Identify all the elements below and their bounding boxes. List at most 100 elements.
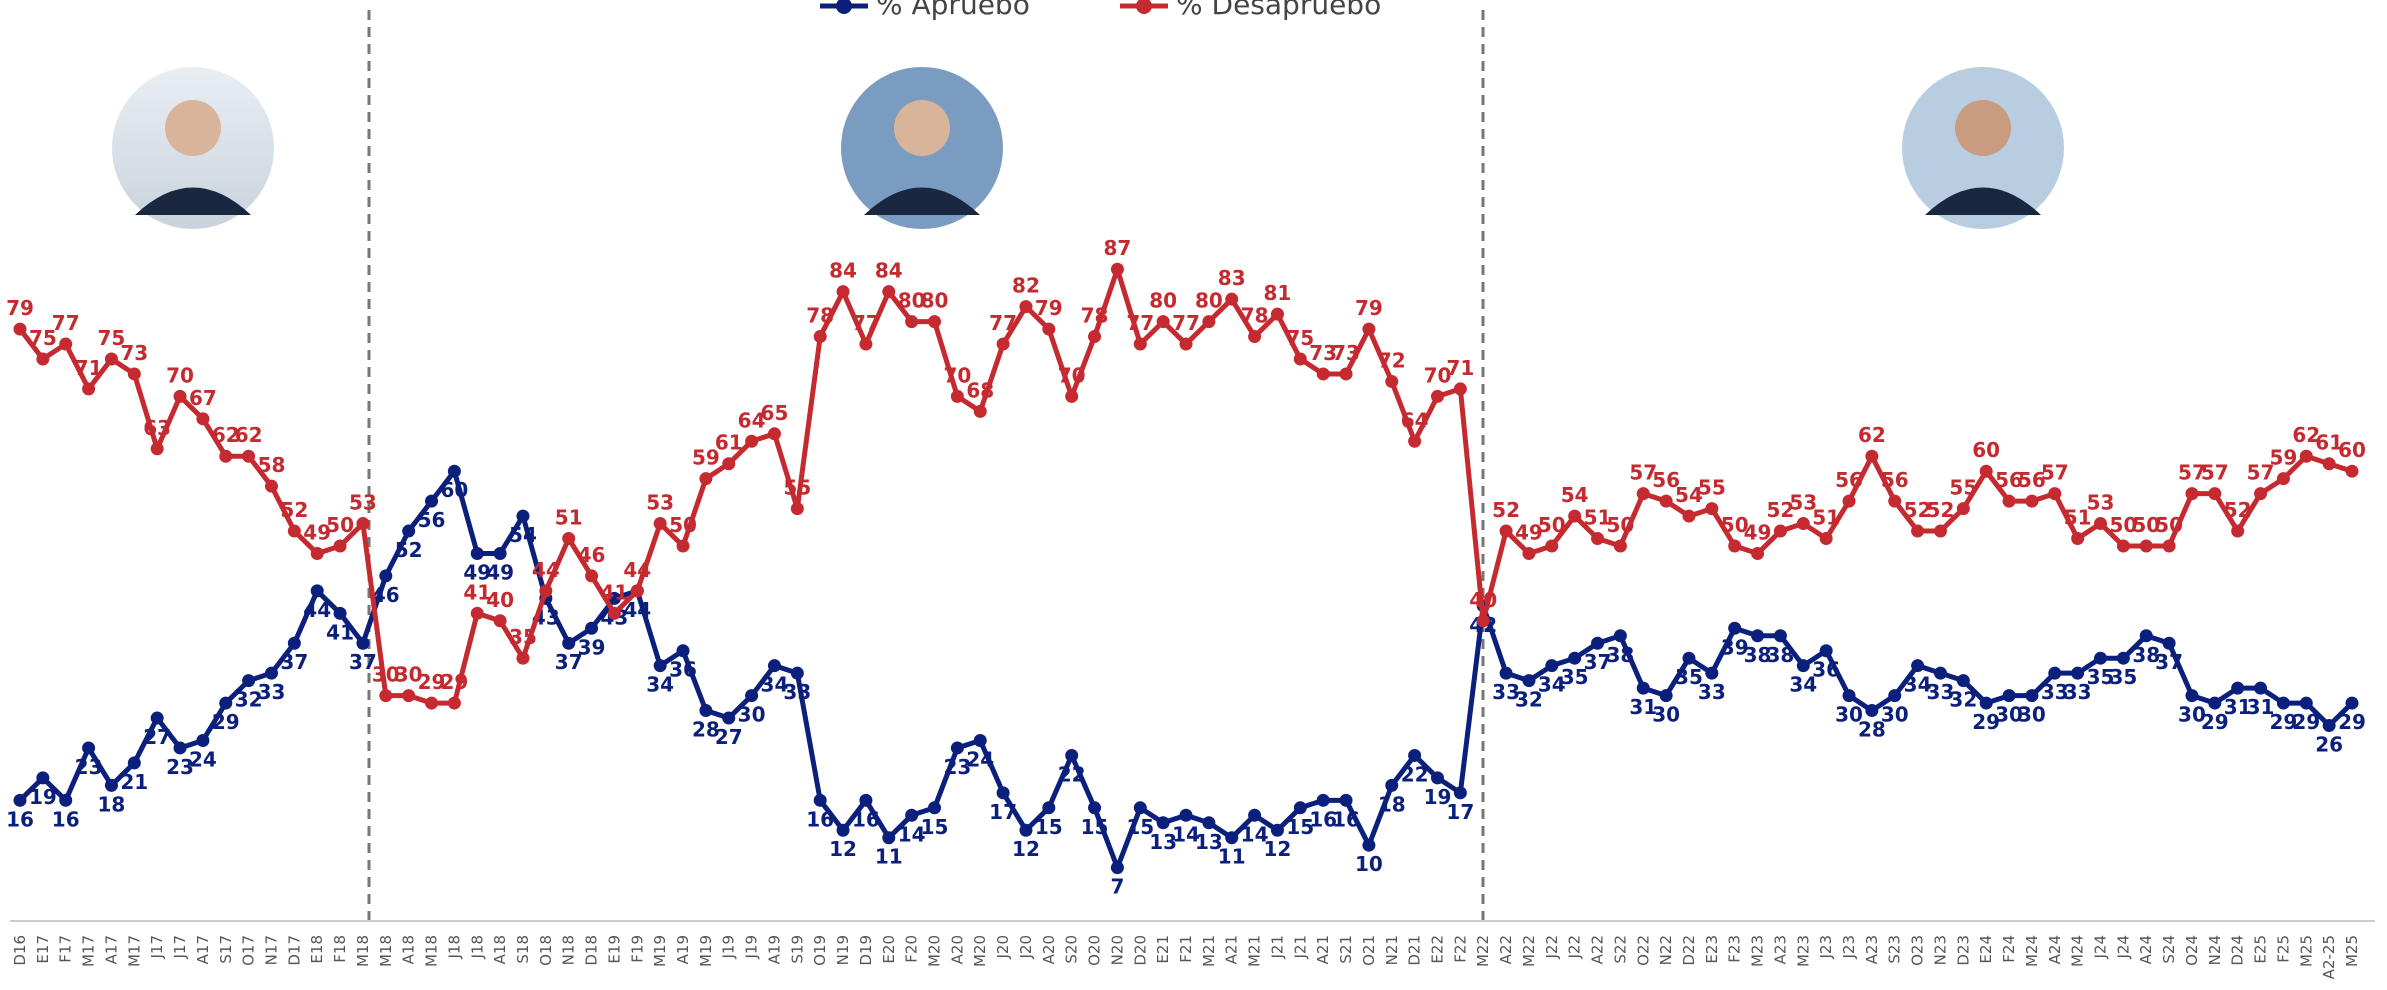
x-tick-label: J22 [1543,935,1561,960]
point [59,337,73,351]
value-label: 79 [1035,296,1063,320]
x-tick-label: A21 [1314,935,1332,964]
point [1156,315,1170,329]
x-tick-label: J23 [1817,935,1835,960]
value-label: 56 [1835,468,1863,492]
point [1911,524,1925,538]
value-label: 75 [98,326,126,350]
value-label: 28 [1858,718,1886,742]
point [1591,532,1605,546]
value-label: 75 [1286,326,1314,350]
value-label: 11 [875,845,903,869]
point [1751,546,1765,560]
x-tick-label: J18 [445,935,463,960]
value-label: 38 [1606,643,1634,667]
value-label: 55 [1698,476,1726,500]
x-tick-label: N17 [262,935,280,965]
point [1133,801,1147,815]
value-label: 49 [303,520,331,544]
value-label: 22 [1401,762,1429,786]
x-tick-label: F25 [2274,935,2292,963]
value-label: 50 [1606,513,1634,537]
point [2048,487,2062,501]
value-label: 60 [2338,438,2366,462]
point [767,659,781,673]
point [2002,689,2016,703]
point [287,524,301,538]
point [1202,315,1216,329]
point [1568,509,1582,523]
point [790,502,804,516]
point [1430,389,1444,403]
point [1316,367,1330,381]
value-label: 51 [1812,506,1840,530]
x-tick-label: S24 [2160,935,2178,964]
point [1133,337,1147,351]
x-tick-label: F23 [1726,935,1744,963]
point [104,352,118,366]
point [585,621,599,635]
point [1248,808,1262,822]
point [607,606,621,620]
point [2048,666,2062,680]
point [928,801,942,815]
value-label: 52 [280,498,308,522]
value-label: 16 [1332,807,1360,831]
value-label: 30 [1652,703,1680,727]
value-label: 17 [989,800,1017,824]
point [1362,838,1376,852]
x-tick-label: J19 [720,935,738,960]
value-label: 63 [143,416,171,440]
value-label: 39 [578,635,606,659]
x-tick-label: D22 [1680,935,1698,966]
point [859,337,873,351]
value-label: 16 [52,807,80,831]
value-label: 33 [1698,680,1726,704]
value-label: 87 [1103,236,1131,260]
value-label: 56 [2018,468,2046,492]
x-tick-label: D16 [11,935,29,966]
legend-label: % Apruebo [876,0,1030,21]
x-tick-label: O22 [1634,935,1652,966]
point [1248,330,1262,344]
point [1179,808,1193,822]
x-tick-label: A22 [1589,935,1607,964]
x-tick-label: F21 [1177,935,1195,963]
x-tick-label: S21 [1337,935,1355,964]
point [1819,532,1833,546]
point [2276,696,2290,710]
value-label: 58 [258,453,286,477]
point [1088,801,1102,815]
x-tick-label: S17 [217,935,235,964]
point [356,517,370,531]
x-tick-label: S23 [1886,935,1904,964]
x-tick-label: M19 [697,935,715,967]
x-tick-label: A19 [765,935,783,964]
point [1453,382,1467,396]
point [1225,292,1239,306]
point [2231,524,2245,538]
x-tick-label: M18 [354,935,372,967]
point [2322,457,2336,471]
point [2276,472,2290,486]
x-tick-label: E19 [605,935,623,964]
value-label: 61 [2315,431,2343,455]
value-label: 41 [463,580,491,604]
value-label: 44 [303,598,331,622]
value-label: 50 [2132,513,2160,537]
x-tick-label: S19 [788,935,806,964]
x-tick-label: M23 [1749,935,1767,967]
point [813,793,827,807]
value-label: 62 [1858,423,1886,447]
point [1773,524,1787,538]
x-tick-label: D17 [285,935,303,966]
value-label: 29 [212,710,240,734]
value-label: 35 [2087,665,2115,689]
point [219,449,233,463]
value-label: 7 [1110,875,1124,899]
point [2185,689,2199,703]
point [1110,262,1124,276]
x-tick-label: M25 [2297,935,2315,967]
value-label: 78 [1081,304,1109,328]
value-label: 35 [509,625,537,649]
